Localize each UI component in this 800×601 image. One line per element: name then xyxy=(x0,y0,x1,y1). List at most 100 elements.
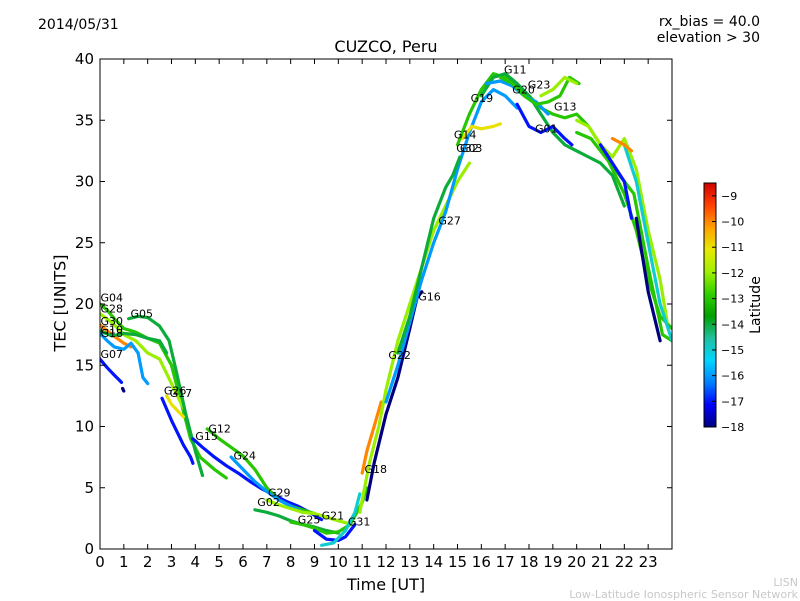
y-tick-label: 30 xyxy=(75,173,94,191)
series-g29 xyxy=(265,498,350,525)
x-axis-label: Time [UT] xyxy=(346,575,426,594)
series-g17b xyxy=(634,216,662,343)
y-tick-label: 10 xyxy=(75,418,94,436)
series-g18 xyxy=(360,400,383,475)
colorbar-tick-label: −14 xyxy=(721,318,744,331)
watermark-acronym: LISN xyxy=(773,576,798,589)
y-tick-label: 0 xyxy=(84,540,94,558)
colorbar-tick-label: −13 xyxy=(721,293,744,306)
chart-title: CUZCO, Peru xyxy=(334,37,438,56)
satellite-label-g01: G01 xyxy=(535,123,558,136)
x-tick-label: 9 xyxy=(310,553,320,571)
colorbar-tick-label: −16 xyxy=(721,370,744,383)
satellite-label-g30: G30 xyxy=(101,315,124,328)
series-g03 xyxy=(622,143,672,343)
series-g21 xyxy=(312,522,357,542)
series-g11 xyxy=(479,72,626,208)
satellite-label-g32: G32 xyxy=(456,142,479,155)
series-g07b xyxy=(121,386,126,393)
y-tick-label: 25 xyxy=(75,234,94,252)
series-g17 xyxy=(160,396,195,465)
series-g15 xyxy=(191,437,324,522)
x-tick-label: 1 xyxy=(119,553,129,571)
series-g18a xyxy=(100,331,150,386)
x-tick-label: 0 xyxy=(95,553,105,571)
x-tick-label: 22 xyxy=(615,553,634,571)
x-tick-label: 16 xyxy=(472,553,491,571)
series-g13 xyxy=(539,75,579,98)
x-tick-label: 20 xyxy=(567,553,586,571)
satellite-label-g15: G15 xyxy=(195,430,218,443)
x-tick-label: 7 xyxy=(262,553,272,571)
series-g10 xyxy=(100,329,169,355)
x-tick-label: 6 xyxy=(238,553,248,571)
date-label: 2014/05/31 xyxy=(38,17,119,33)
satellite-label-g18: G18 xyxy=(365,463,388,476)
series-g26b xyxy=(610,137,634,153)
colorbar-tick-label: −17 xyxy=(721,395,744,408)
series-g01 xyxy=(515,102,574,147)
satellite-label-g14: G14 xyxy=(454,129,477,142)
x-tick-label: 13 xyxy=(400,553,419,571)
x-tick-label: 2 xyxy=(143,553,153,571)
x-tick-label: 19 xyxy=(543,553,562,571)
bias-label: rx_bias = 40.0 elevation > 30 xyxy=(657,14,760,46)
satellite-label-g10: G10 xyxy=(101,323,124,336)
x-tick-label: 14 xyxy=(424,553,443,571)
y-tick-label: 5 xyxy=(84,479,94,497)
series-g32 xyxy=(460,122,502,141)
colorbar-tick-label: −10 xyxy=(721,216,744,229)
satellite-label-g23: G23 xyxy=(528,78,551,91)
x-tick-label: 5 xyxy=(214,553,224,571)
satellite-label-g22: G22 xyxy=(388,349,411,362)
x-tick-label: 3 xyxy=(167,553,177,571)
y-tick-label: 20 xyxy=(75,295,94,313)
series-g27 xyxy=(384,88,519,404)
y-tick-label: 35 xyxy=(75,111,94,129)
x-tick-label: 11 xyxy=(353,553,372,571)
series-g28 xyxy=(100,312,185,410)
x-tick-label: 23 xyxy=(639,553,658,571)
colorbar-tick-label: −18 xyxy=(721,421,744,434)
satellite-label-g18: G18 xyxy=(101,327,124,340)
series-g24 xyxy=(229,455,305,514)
x-tick-label: 10 xyxy=(329,553,348,571)
satellite-label-g03: G03 xyxy=(460,142,483,155)
satellite-label-g13: G13 xyxy=(554,101,577,114)
elevation-text: elevation > 30 xyxy=(656,30,760,46)
colorbar-tick-label: −11 xyxy=(721,241,744,254)
watermark-text: Low-Latitude Ionospheric Sensor Network xyxy=(569,588,798,601)
satellite-label-g31: G31 xyxy=(348,516,371,529)
satellite-label-g17: G17 xyxy=(170,387,193,400)
satellite-label-g07: G07 xyxy=(101,348,124,361)
series-g26 xyxy=(165,394,185,419)
series-g08 xyxy=(575,118,669,324)
series-g14 xyxy=(396,155,462,355)
rx-bias-text: rx_bias = 40.0 xyxy=(658,14,760,30)
satellite-label-g19: G19 xyxy=(471,92,494,105)
satellite-label-g12: G12 xyxy=(208,423,231,436)
satellite-label-g02: G02 xyxy=(257,496,280,509)
satellite-label-g20: G20 xyxy=(512,83,535,96)
series-g19 xyxy=(455,72,672,331)
x-tick-label: 18 xyxy=(519,553,538,571)
satellite-label-g21: G21 xyxy=(322,510,345,523)
colorbar xyxy=(703,182,717,428)
x-tick-label: 17 xyxy=(496,553,515,571)
satellite-label-g25: G25 xyxy=(298,513,321,526)
x-tick-label: 8 xyxy=(286,553,296,571)
colorbar-tick-label: −9 xyxy=(721,190,737,203)
satellite-label-g04: G04 xyxy=(101,292,124,305)
series-g07 xyxy=(100,357,124,384)
satellite-label-g28: G28 xyxy=(101,303,124,316)
x-tick-label: 21 xyxy=(591,553,610,571)
x-tick-label: 15 xyxy=(448,553,467,571)
satellite-label-g26: G26 xyxy=(164,385,187,398)
series-g31 xyxy=(320,492,362,547)
satellite-label-g29: G29 xyxy=(268,486,291,499)
satellite-label-g05: G05 xyxy=(131,308,154,321)
satellite-label-g24: G24 xyxy=(234,450,257,463)
satellite-label-g11: G11 xyxy=(504,64,527,77)
satellite-label-g16: G16 xyxy=(418,290,441,303)
